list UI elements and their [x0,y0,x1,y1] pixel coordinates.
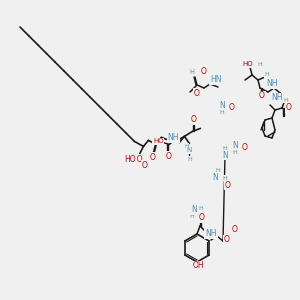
Text: O: O [149,153,155,162]
Text: H: H [190,214,194,218]
Text: H: H [232,149,237,154]
Text: H: H [190,69,194,75]
Text: O: O [142,160,148,169]
Text: O: O [286,103,292,112]
Text: H: H [184,144,189,149]
Text: NH: NH [271,94,283,103]
Text: N: N [232,140,238,149]
Text: O: O [259,92,265,100]
Text: O: O [229,103,235,112]
Text: N: N [219,100,225,109]
Text: NH: NH [266,80,278,88]
Text: H: H [187,157,192,162]
Text: O: O [242,143,248,152]
Text: H: H [265,73,269,77]
Text: H: H [216,167,220,172]
Text: O: O [224,236,230,244]
Text: HO: HO [153,138,164,144]
Text: H: H [223,176,227,181]
Text: O: O [225,181,231,190]
Text: OH: OH [192,262,204,271]
Text: HO: HO [124,155,136,164]
Text: O: O [199,214,205,223]
Text: N: N [212,173,218,182]
Text: HO: HO [132,155,143,164]
Text: O: O [194,88,200,98]
Text: N: N [187,147,192,153]
Text: O: O [201,68,207,76]
Text: O: O [166,152,171,161]
Text: H: H [220,110,224,115]
Text: HO: HO [243,61,253,67]
Text: H: H [284,98,288,103]
Text: N: N [191,206,197,214]
Text: HN: HN [210,76,221,85]
Text: H: H [258,61,262,67]
Text: O: O [232,226,238,235]
Text: H: H [223,146,227,151]
Text: O: O [190,115,196,124]
Text: H: H [199,206,203,211]
Text: NH: NH [205,230,217,238]
Text: NH: NH [168,133,179,142]
Text: N: N [222,151,228,160]
